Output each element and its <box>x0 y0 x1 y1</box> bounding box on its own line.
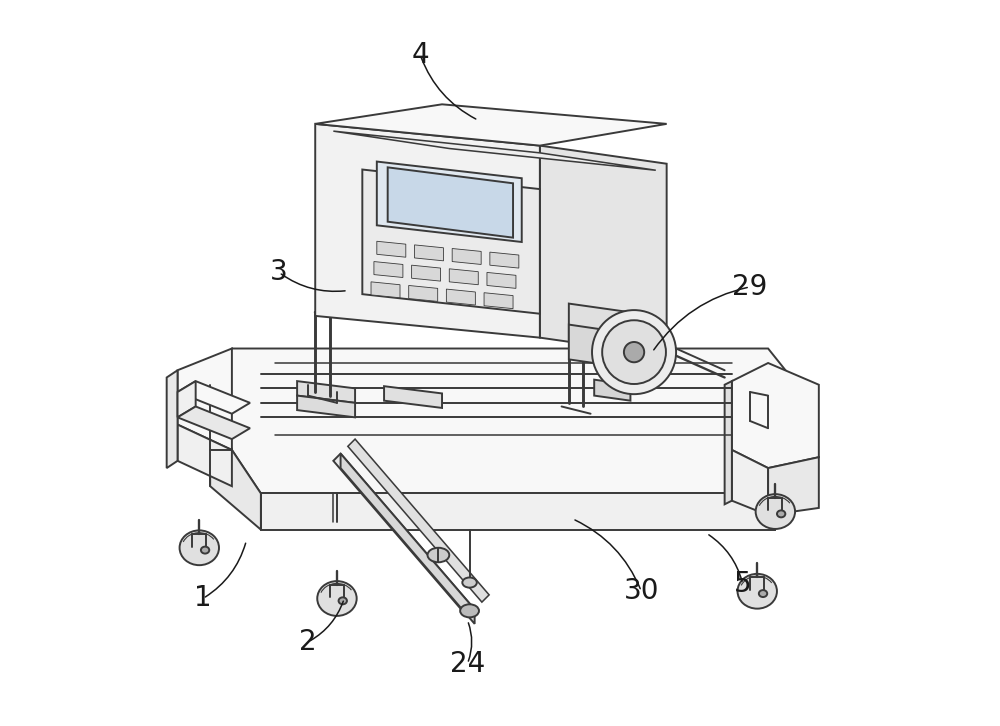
Polygon shape <box>374 261 403 277</box>
Polygon shape <box>178 407 250 439</box>
Polygon shape <box>569 325 609 365</box>
Ellipse shape <box>738 574 777 608</box>
Ellipse shape <box>756 494 795 529</box>
Polygon shape <box>384 386 442 408</box>
Ellipse shape <box>777 510 785 518</box>
Polygon shape <box>297 381 355 403</box>
Ellipse shape <box>759 590 767 597</box>
Ellipse shape <box>339 597 347 604</box>
Polygon shape <box>449 269 478 285</box>
Polygon shape <box>297 396 355 417</box>
Ellipse shape <box>624 342 644 362</box>
Text: 30: 30 <box>624 577 659 605</box>
Polygon shape <box>333 131 656 171</box>
Polygon shape <box>178 381 250 414</box>
Text: 5: 5 <box>734 570 752 598</box>
Polygon shape <box>452 248 481 264</box>
Text: 1: 1 <box>194 584 212 613</box>
Polygon shape <box>732 450 768 515</box>
Polygon shape <box>167 370 178 468</box>
Polygon shape <box>490 252 519 268</box>
Polygon shape <box>371 282 400 298</box>
Ellipse shape <box>462 577 477 587</box>
Ellipse shape <box>428 548 449 562</box>
Polygon shape <box>362 170 540 314</box>
Polygon shape <box>412 265 441 281</box>
Polygon shape <box>540 146 667 356</box>
Polygon shape <box>594 380 630 401</box>
Polygon shape <box>768 457 819 515</box>
Polygon shape <box>315 124 540 338</box>
Polygon shape <box>377 241 406 257</box>
Ellipse shape <box>201 547 209 553</box>
Polygon shape <box>178 425 232 486</box>
Polygon shape <box>775 385 797 530</box>
Polygon shape <box>341 454 475 624</box>
Polygon shape <box>210 348 797 494</box>
Polygon shape <box>732 363 819 468</box>
Text: 4: 4 <box>411 41 429 69</box>
Ellipse shape <box>180 531 219 565</box>
Polygon shape <box>414 245 443 261</box>
Polygon shape <box>409 285 438 301</box>
Polygon shape <box>377 162 522 242</box>
Polygon shape <box>178 348 232 450</box>
Polygon shape <box>261 494 775 530</box>
Polygon shape <box>725 381 732 505</box>
Ellipse shape <box>460 604 479 617</box>
Polygon shape <box>178 381 196 417</box>
Polygon shape <box>315 105 667 146</box>
Polygon shape <box>388 168 513 237</box>
Polygon shape <box>333 454 475 616</box>
Ellipse shape <box>592 310 676 394</box>
Ellipse shape <box>317 581 357 616</box>
Polygon shape <box>569 303 630 350</box>
Polygon shape <box>484 293 513 309</box>
Text: 29: 29 <box>732 273 768 301</box>
Text: 2: 2 <box>299 628 317 656</box>
Polygon shape <box>446 289 475 305</box>
Polygon shape <box>348 439 489 602</box>
Polygon shape <box>487 272 516 288</box>
Ellipse shape <box>602 320 666 384</box>
Polygon shape <box>210 385 261 530</box>
Text: 24: 24 <box>450 650 485 677</box>
Text: 3: 3 <box>270 258 288 287</box>
